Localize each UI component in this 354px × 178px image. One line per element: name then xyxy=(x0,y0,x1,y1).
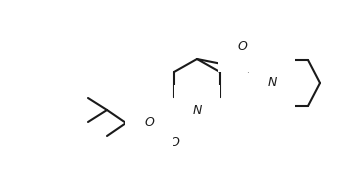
Text: O: O xyxy=(144,116,154,130)
Text: N: N xyxy=(192,103,202,116)
Text: O: O xyxy=(169,137,179,150)
Text: O: O xyxy=(237,41,247,54)
Text: N: N xyxy=(267,77,277,90)
